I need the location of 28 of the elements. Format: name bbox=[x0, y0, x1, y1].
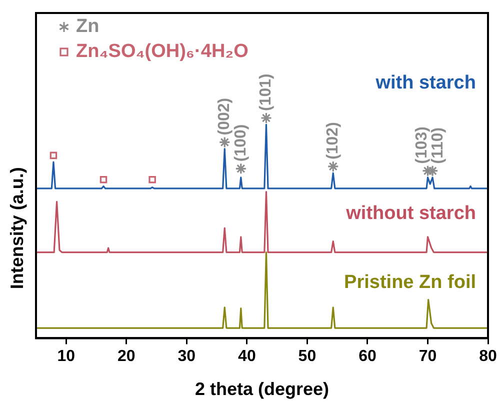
x-tick-label: 60 bbox=[358, 348, 376, 366]
x-tick-label: 30 bbox=[178, 348, 196, 366]
point bbox=[218, 136, 230, 148]
x-tick-label: 50 bbox=[298, 348, 316, 366]
x-tick-label: 70 bbox=[418, 348, 437, 366]
point bbox=[260, 112, 272, 124]
point bbox=[327, 160, 339, 172]
annotation: (110) bbox=[430, 127, 447, 164]
point bbox=[235, 162, 247, 174]
annotation: (102) bbox=[324, 122, 342, 160]
annotation: (103) bbox=[414, 126, 431, 164]
legend-label: Zn bbox=[76, 16, 100, 37]
x-tick-label: 10 bbox=[57, 348, 76, 366]
point bbox=[100, 176, 108, 184]
legend-label: Zn₄SO₄(OH)₆·4H₂O bbox=[76, 41, 248, 62]
point bbox=[50, 152, 58, 160]
point bbox=[148, 176, 156, 184]
annotation: (002) bbox=[216, 98, 234, 136]
x-tick-label: 40 bbox=[238, 348, 256, 366]
x-tick-label: 20 bbox=[118, 348, 136, 366]
text: with starch bbox=[374, 72, 476, 94]
x-tick-label: 80 bbox=[479, 348, 497, 366]
y-axis-title: Intensity (a.u.) bbox=[6, 167, 27, 290]
x-axis-title: 2 theta (degree) bbox=[194, 379, 330, 400]
series-label: Pristine Zn foil bbox=[344, 272, 476, 293]
series-label: without starch bbox=[345, 203, 476, 224]
annotation: (100) bbox=[232, 124, 250, 162]
annotation: (101) bbox=[258, 74, 275, 111]
